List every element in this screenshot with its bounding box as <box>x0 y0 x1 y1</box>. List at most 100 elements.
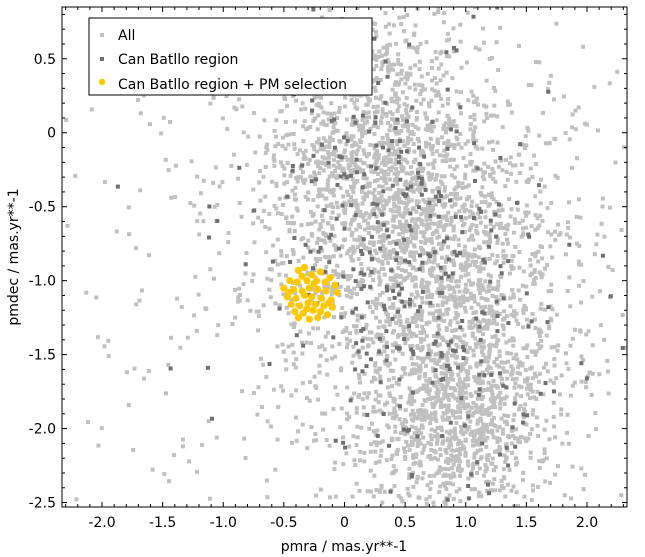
all-point <box>378 240 383 244</box>
all-point <box>485 367 489 372</box>
all-point <box>507 161 512 166</box>
all-point <box>417 462 422 467</box>
can-batllo-region-point <box>495 314 500 318</box>
all-point <box>445 356 450 361</box>
all-point <box>355 318 360 323</box>
all-point <box>475 146 480 151</box>
all-point <box>546 289 551 294</box>
all-point <box>444 467 449 471</box>
all-point <box>331 406 336 411</box>
all-point <box>419 221 424 226</box>
all-point <box>566 366 571 371</box>
can-batllo-region-point <box>419 192 424 197</box>
all-point <box>371 209 376 214</box>
all-point <box>499 478 504 483</box>
all-point <box>504 170 509 174</box>
all-point <box>391 464 396 469</box>
all-point <box>482 40 486 45</box>
all-point <box>461 432 466 437</box>
all-point <box>592 252 597 257</box>
all-point <box>432 158 437 163</box>
all-point <box>471 443 476 448</box>
all-point <box>364 129 369 134</box>
all-point <box>442 195 447 200</box>
all-point <box>371 124 376 129</box>
all-point <box>452 167 457 172</box>
all-point <box>280 342 285 347</box>
all-point <box>390 305 395 310</box>
all-point <box>542 447 547 452</box>
all-point <box>548 378 553 383</box>
all-point <box>452 290 457 294</box>
all-point <box>479 345 484 349</box>
all-point <box>444 130 449 135</box>
all-point <box>316 194 321 199</box>
all-point <box>201 219 206 224</box>
all-point <box>489 397 494 402</box>
all-point <box>421 383 426 388</box>
all-point <box>420 169 425 174</box>
can-batllo-region-point <box>450 271 455 276</box>
all-point <box>424 363 428 368</box>
all-point <box>481 26 486 31</box>
all-point <box>331 174 336 179</box>
all-point <box>594 242 599 247</box>
all-point <box>360 123 365 128</box>
all-point <box>185 335 190 340</box>
all-point <box>407 396 412 401</box>
all-point <box>392 62 396 67</box>
all-point <box>493 261 498 266</box>
all-point <box>483 318 488 323</box>
all-point <box>367 215 372 220</box>
all-point <box>404 116 409 121</box>
all-point <box>306 331 311 336</box>
all-point <box>415 50 420 55</box>
all-point <box>457 395 462 400</box>
all-point <box>413 370 418 375</box>
all-point <box>447 116 452 121</box>
all-point <box>405 141 410 146</box>
can-batllo-region-point <box>342 172 347 177</box>
all-point <box>405 160 410 165</box>
all-point <box>311 118 316 123</box>
all-point <box>351 198 356 203</box>
can-batllo-region-point <box>319 142 324 147</box>
all-point <box>494 295 499 300</box>
all-point <box>276 405 281 410</box>
all-point <box>427 355 432 360</box>
all-point <box>383 52 388 57</box>
all-point <box>468 365 473 370</box>
all-point <box>528 387 533 392</box>
all-point <box>410 442 415 447</box>
all-point <box>357 355 362 360</box>
all-point <box>462 221 467 226</box>
all-point <box>421 222 426 227</box>
all-point <box>514 392 519 397</box>
all-point <box>472 436 476 441</box>
all-point <box>473 429 478 434</box>
all-point <box>387 322 392 327</box>
all-point <box>429 240 434 245</box>
all-point <box>450 275 455 280</box>
can-batllo-region-point <box>489 372 494 377</box>
all-point <box>513 381 518 386</box>
all-point <box>357 123 361 128</box>
all-point <box>487 307 492 312</box>
can-batllo-region-point <box>311 7 316 12</box>
all-point <box>430 401 435 406</box>
all-point <box>507 338 512 343</box>
all-point <box>408 66 413 70</box>
all-point <box>472 295 476 300</box>
all-point <box>517 152 522 157</box>
all-point <box>377 259 382 264</box>
all-point <box>402 200 406 205</box>
all-point <box>296 175 301 180</box>
all-point <box>508 351 513 356</box>
all-point <box>452 448 457 453</box>
can-batllo-region-point <box>446 257 451 262</box>
all-point <box>411 142 416 147</box>
all-point <box>400 421 405 426</box>
all-point <box>285 161 290 165</box>
all-point <box>491 401 496 406</box>
all-point <box>619 493 624 498</box>
